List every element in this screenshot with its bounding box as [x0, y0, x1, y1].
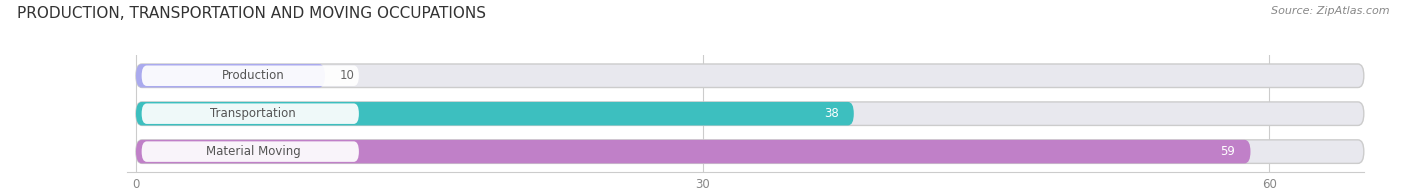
FancyBboxPatch shape	[142, 65, 359, 86]
Text: Production: Production	[222, 69, 284, 82]
Text: Material Moving: Material Moving	[205, 145, 301, 158]
Text: 38: 38	[824, 107, 839, 120]
FancyBboxPatch shape	[136, 102, 853, 125]
FancyBboxPatch shape	[136, 140, 1364, 163]
FancyBboxPatch shape	[142, 103, 359, 124]
FancyBboxPatch shape	[136, 102, 1364, 125]
FancyBboxPatch shape	[136, 64, 325, 87]
Text: 10: 10	[340, 69, 354, 82]
Text: Transportation: Transportation	[211, 107, 297, 120]
FancyBboxPatch shape	[136, 64, 1364, 87]
Text: Source: ZipAtlas.com: Source: ZipAtlas.com	[1271, 6, 1389, 16]
Text: PRODUCTION, TRANSPORTATION AND MOVING OCCUPATIONS: PRODUCTION, TRANSPORTATION AND MOVING OC…	[17, 6, 486, 21]
Text: 59: 59	[1220, 145, 1236, 158]
FancyBboxPatch shape	[136, 140, 1250, 163]
FancyBboxPatch shape	[142, 141, 359, 162]
